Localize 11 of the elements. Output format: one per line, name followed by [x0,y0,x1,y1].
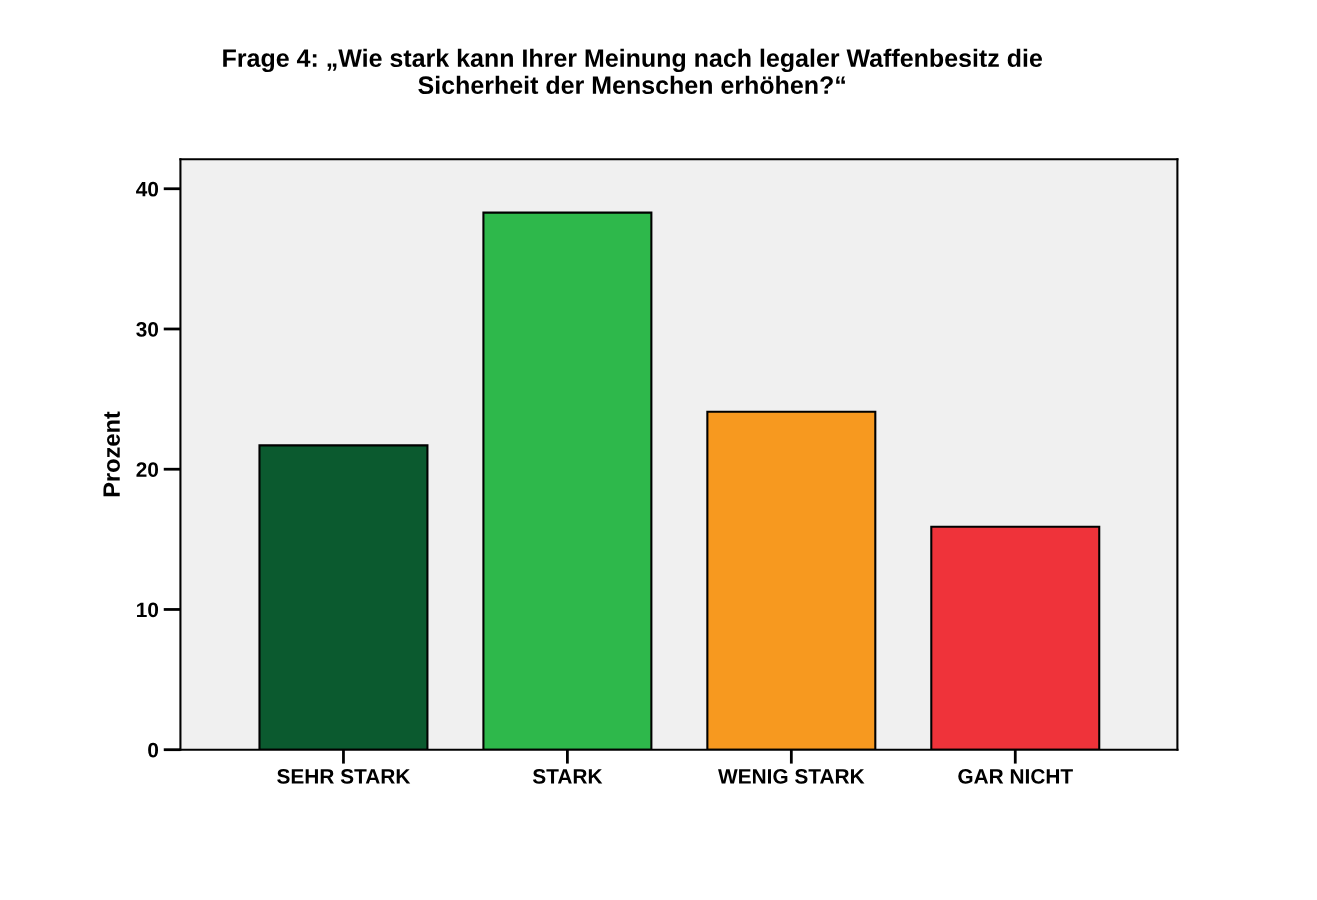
x-tick-label: STARK [532,769,603,784]
y-tick-label: 10 [137,602,159,618]
x-tick-label: WENIG STARK [718,769,865,784]
x-tick-label: GAR NICHT [958,769,1073,784]
y-tick-label: 0 [148,742,159,758]
y-tick-label: 30 [136,321,159,337]
x-tick-label: SEHR STARK [277,769,411,784]
y-tick-label: 40 [136,181,159,197]
y-axis-title: Prozent [103,411,120,497]
chart-title: Frage 4: „Wie stark kann Ihrer Meinung nach legaler Waffenbesitz die Sicherheit der Menschen erhöhen?“ [223,48,1042,95]
y-tick-label: 20 [136,462,159,477]
